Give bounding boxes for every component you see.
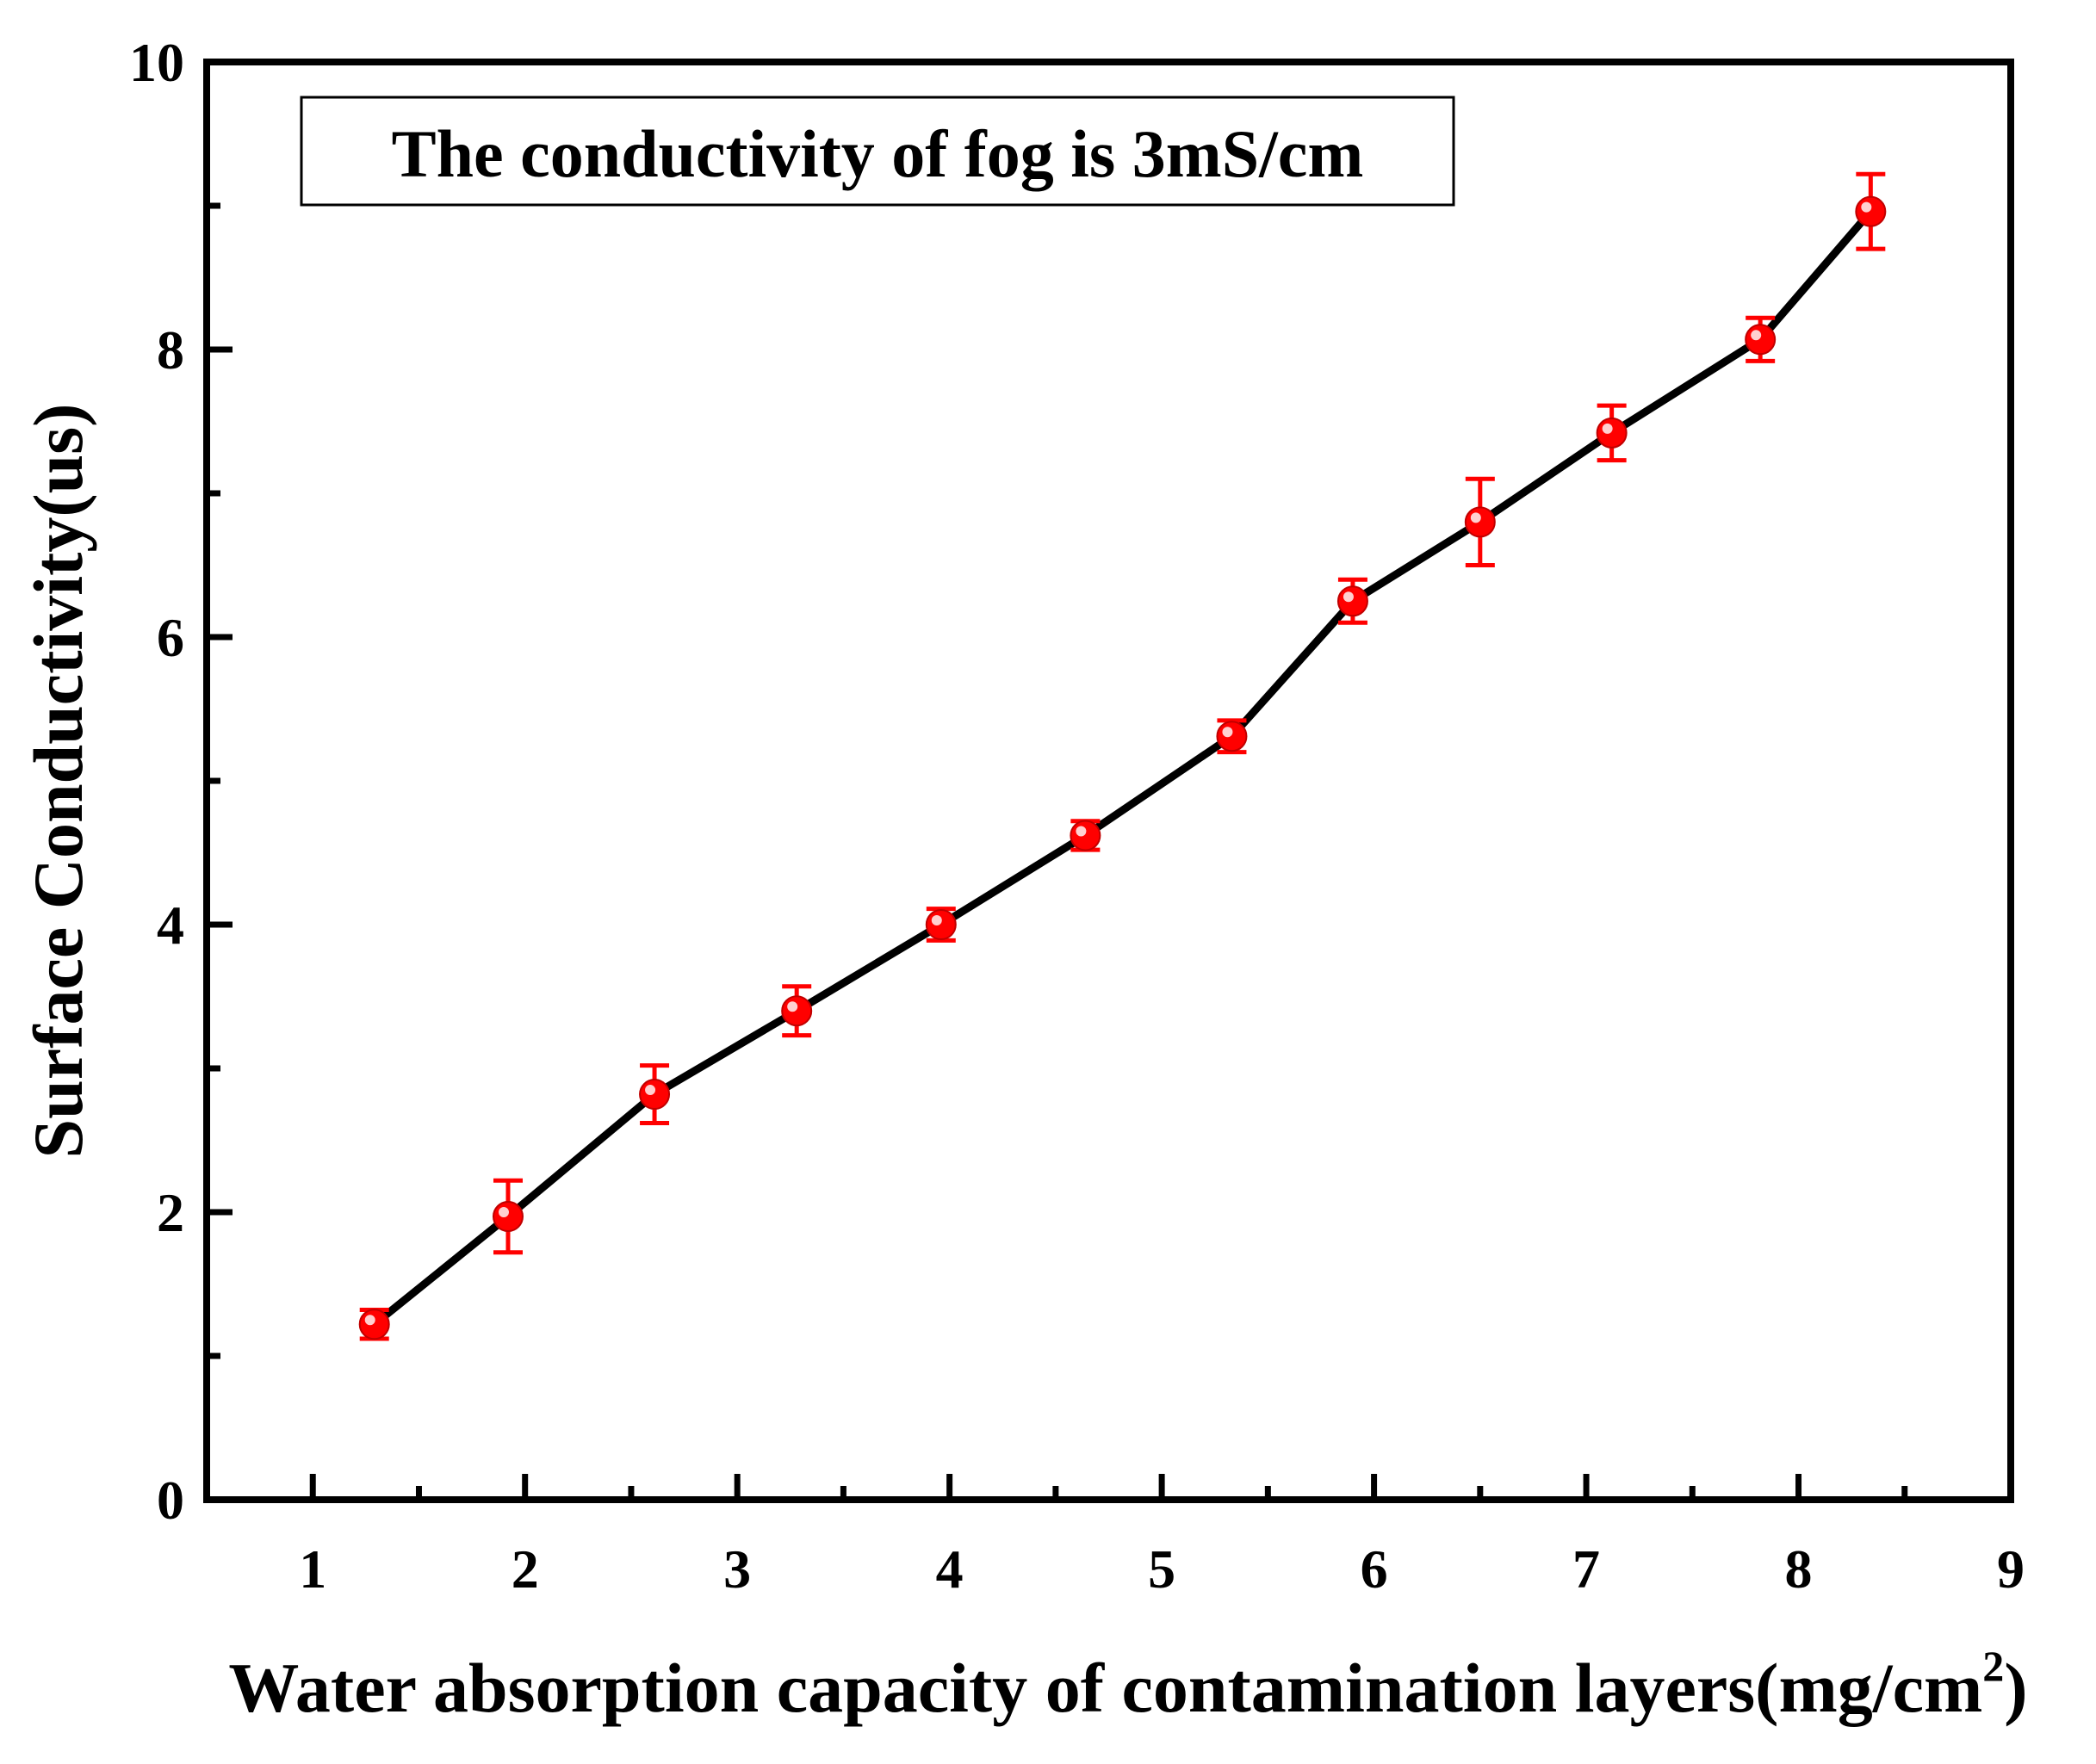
x-axis-title-superscript: 2 xyxy=(1982,1642,2004,1690)
data-point xyxy=(781,995,813,1027)
x-tick-label: 3 xyxy=(723,1538,751,1600)
y-tick-label: 6 xyxy=(157,607,184,668)
y-axis-title: Surface Conductivity(us) xyxy=(19,404,97,1159)
data-point-highlight xyxy=(1602,423,1613,434)
data-point-highlight xyxy=(1076,826,1087,837)
error-bars-group xyxy=(359,171,1886,1341)
annotation-label: The conductivity of fog is 3mS/cm xyxy=(392,116,1364,191)
data-point-highlight xyxy=(1751,330,1762,341)
x-axis-title-main: Water absorption capacity of contaminati… xyxy=(228,1649,1982,1727)
x-tick-label: 7 xyxy=(1572,1538,1600,1600)
plot-frame xyxy=(203,59,2014,1503)
x-axis-title-suffix: ) xyxy=(2004,1649,2027,1727)
data-point xyxy=(1596,417,1628,449)
x-tick-label: 1 xyxy=(299,1538,326,1600)
x-tick-label: 2 xyxy=(512,1538,539,1600)
x-axis-title: Water absorption capacity of contaminati… xyxy=(228,1642,2027,1727)
data-point-highlight xyxy=(787,1001,798,1012)
data-point-highlight xyxy=(931,915,942,925)
y-tick-label: 4 xyxy=(157,894,184,956)
data-point-highlight xyxy=(364,1315,375,1326)
data-point xyxy=(1070,820,1101,851)
markers-group xyxy=(358,195,1887,1340)
data-point xyxy=(1745,324,1777,356)
y-tick-label: 0 xyxy=(157,1470,184,1531)
data-point-highlight xyxy=(1343,591,1354,603)
x-tick-label: 4 xyxy=(936,1538,964,1600)
data-point-highlight xyxy=(645,1085,656,1096)
data-point xyxy=(1336,585,1368,617)
data-point xyxy=(358,1309,390,1340)
data-point-highlight xyxy=(498,1207,509,1218)
x-tick-label: 6 xyxy=(1361,1538,1388,1600)
series-line xyxy=(371,208,1874,1328)
series-line-group xyxy=(371,208,1874,1328)
data-point-highlight xyxy=(1861,201,1872,213)
x-axis-ticks: 1 2 3 4 5 6 7 8 9 xyxy=(299,1474,2025,1600)
y-axis-ticks: 0 2 4 6 8 10 xyxy=(129,32,233,1531)
x-tick-label: 9 xyxy=(1997,1538,2025,1600)
data-point xyxy=(492,1201,524,1233)
data-point xyxy=(1464,506,1496,538)
data-point-highlight xyxy=(1470,512,1481,523)
data-point xyxy=(1216,721,1248,752)
y-tick-label: 2 xyxy=(157,1182,184,1243)
data-point xyxy=(925,909,957,940)
y-tick-label: 10 xyxy=(129,32,184,93)
x-tick-label: 5 xyxy=(1148,1538,1175,1600)
annotation-box: The conductivity of fog is 3mS/cm xyxy=(300,96,1455,207)
data-point xyxy=(1855,195,1887,227)
data-point-highlight xyxy=(1222,727,1233,738)
x-tick-label: 8 xyxy=(1785,1538,1813,1600)
y-tick-label: 8 xyxy=(157,319,184,381)
annotation-border xyxy=(300,96,1455,207)
data-point xyxy=(639,1079,671,1111)
